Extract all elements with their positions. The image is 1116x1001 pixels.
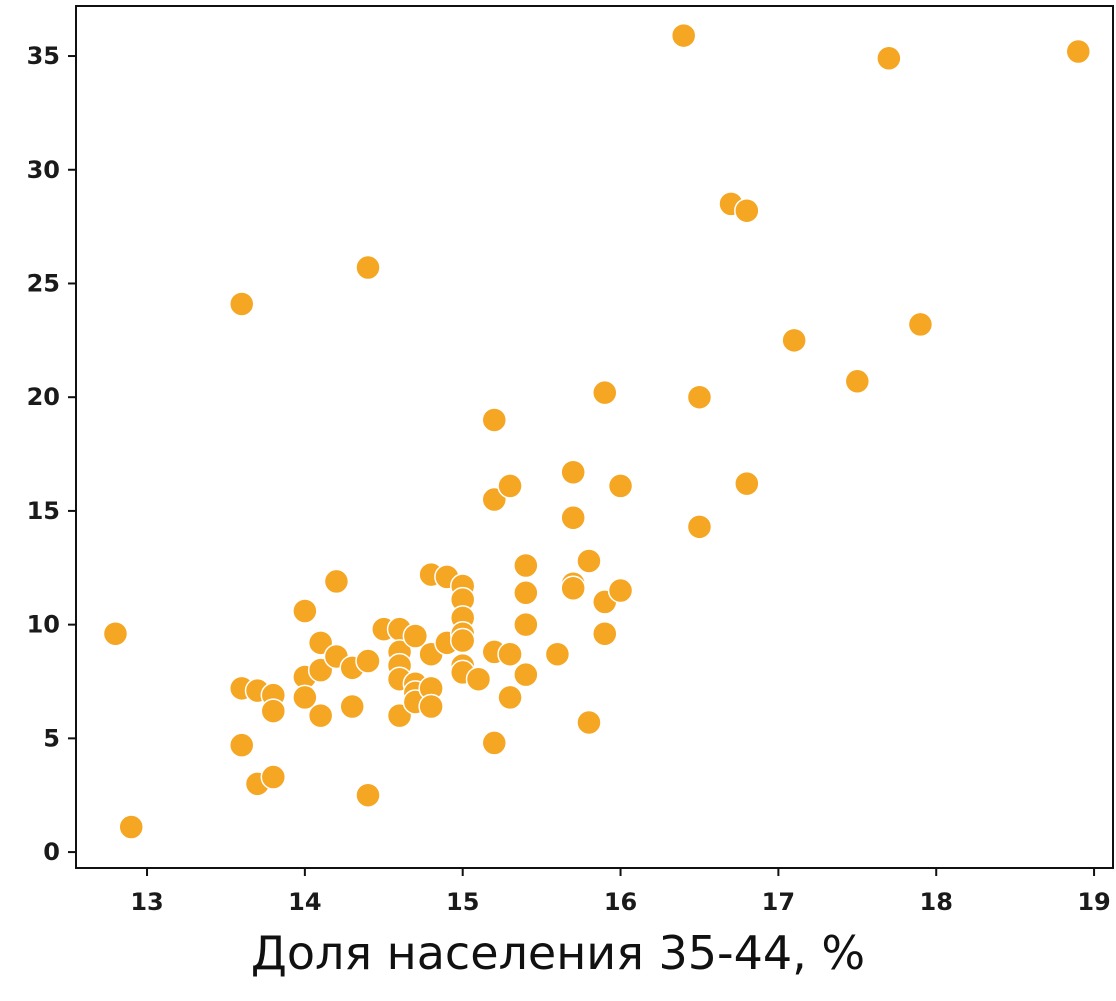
scatter-point	[228, 291, 255, 317]
scatter-point	[1065, 38, 1092, 65]
scatter-point	[481, 730, 508, 756]
scatter-point	[355, 782, 381, 808]
scatter-point	[907, 311, 934, 338]
scatter-point	[544, 641, 571, 667]
scatter-point	[355, 254, 381, 281]
y-tick-label: 0	[43, 838, 60, 866]
scatter-point	[339, 693, 365, 720]
scatter-point	[734, 197, 760, 224]
scatter-point	[560, 504, 586, 531]
x-tick-label: 15	[446, 888, 479, 916]
scatter-point	[292, 598, 318, 624]
y-tick-label: 15	[27, 497, 60, 525]
scatter-point	[876, 45, 902, 72]
x-tick-label: 18	[920, 888, 953, 916]
scatter-point	[513, 552, 539, 579]
scatter-point	[734, 470, 760, 497]
scatter-point	[102, 620, 129, 647]
scatter-point	[513, 611, 539, 638]
x-tick-label: 17	[762, 888, 795, 916]
y-axis: 0 5 10 15 20 25 30 35	[27, 42, 76, 866]
plot-area-border	[75, 5, 1114, 869]
data-points	[102, 22, 1092, 840]
scatter-point	[686, 384, 713, 410]
scatter-point	[607, 473, 634, 499]
x-axis-label: Доля населения 35-44, %	[250, 926, 866, 980]
y-tick-label: 5	[43, 724, 60, 752]
scatter-point	[260, 764, 287, 790]
y-tick-label: 20	[27, 383, 60, 411]
scatter-point	[592, 620, 618, 647]
scatter-point	[670, 22, 697, 49]
scatter-point	[449, 627, 476, 654]
scatter-point	[560, 459, 586, 486]
scatter-point	[576, 709, 602, 736]
scatter-point	[844, 368, 871, 395]
scatter-point	[576, 548, 602, 574]
scatter-point	[592, 379, 618, 406]
y-tick-label: 25	[27, 269, 60, 297]
scatter-point	[481, 407, 508, 433]
scatter-point	[607, 577, 634, 604]
scatter-point	[355, 648, 381, 674]
scatter-point	[292, 684, 318, 711]
y-tick-label: 10	[27, 611, 60, 639]
scatter-point	[513, 661, 539, 688]
y-tick-label: 35	[27, 42, 60, 70]
scatter-point	[781, 327, 807, 354]
scatter-point	[323, 568, 350, 595]
scatter-point	[307, 702, 334, 729]
scatter-point	[260, 698, 287, 724]
y-tick-label: 30	[27, 156, 60, 184]
x-tick-label: 14	[288, 888, 321, 916]
scatter-point	[118, 814, 144, 840]
scatter-point	[465, 666, 492, 692]
scatter-point	[497, 473, 523, 499]
scatter-point	[560, 575, 586, 601]
x-tick-label: 13	[130, 888, 163, 916]
x-tick-label: 19	[1077, 888, 1110, 916]
x-axis: 13 14 15 16 17 18 19	[130, 868, 1111, 916]
x-tick-label: 16	[604, 888, 637, 916]
scatter-point	[402, 623, 429, 649]
scatter-point	[686, 514, 713, 540]
scatter-point	[418, 693, 444, 720]
scatter-point	[513, 580, 539, 606]
scatter-point	[497, 684, 523, 711]
scatter-point	[497, 641, 523, 667]
scatter-point	[228, 732, 255, 758]
